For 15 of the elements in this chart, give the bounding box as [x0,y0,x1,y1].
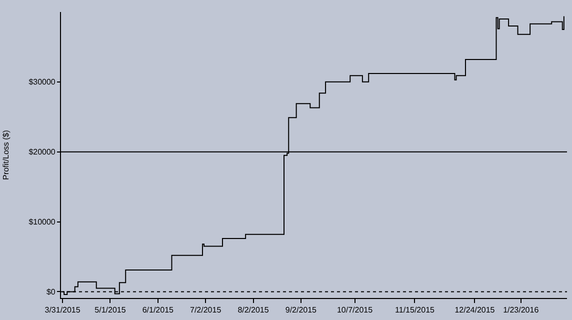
x-tick-label: 8/2/2015 [238,306,270,315]
y-tick-label: $30000 [28,78,56,87]
y-tick-label: $10000 [28,218,56,227]
x-tick-label: 6/1/2015 [142,306,174,315]
x-tick-label: 12/24/2015 [454,306,496,315]
y-axis-title: Profit/Loss ($) [1,130,10,180]
x-tick-label: 3/31/2015 [44,306,81,315]
y-tick-label: $20000 [28,148,56,157]
y-tick-label: $0 [46,288,56,297]
x-tick-label: 5/1/2015 [94,306,126,315]
x-tick-label: 9/2/2015 [285,306,318,315]
x-tick-label: 7/2/2015 [190,306,222,315]
x-tick-label: 11/15/2015 [395,306,436,315]
x-tick-label: 1/23/2016 [503,306,540,315]
x-tick-label: 10/7/2015 [336,306,374,315]
